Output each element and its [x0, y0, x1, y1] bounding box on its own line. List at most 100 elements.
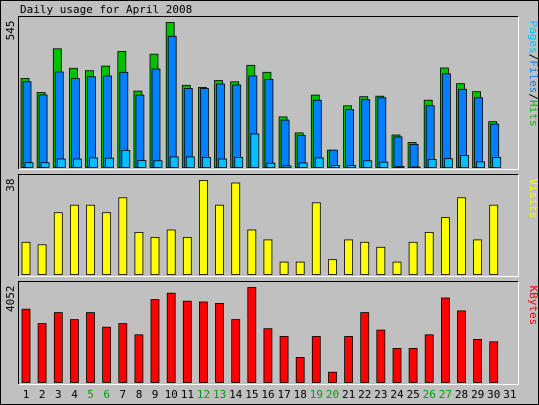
kbytes-panel-bar-kbytes-12	[198, 301, 208, 383]
day-label-15: 15	[245, 388, 258, 401]
hits-panel-bar-files-5	[87, 76, 96, 168]
hits-panel-shadow	[18, 16, 519, 170]
hits-panel-bar-pages-29	[476, 161, 486, 168]
hits-panel-legend-item-2: Files	[527, 60, 539, 93]
hits-panel-bar-pages-15	[250, 133, 260, 168]
visits-panel-bar-visits-30	[489, 204, 499, 275]
visits-panel-bar-visits-5	[86, 204, 95, 275]
day-label-10: 10	[165, 388, 178, 401]
hits-panel-legend-item-4: Hits	[527, 100, 539, 127]
hits-panel-bar-files-24	[393, 136, 403, 168]
hits-panel-bar-files-16	[264, 79, 274, 168]
hits-panel-max-label: 545	[4, 21, 17, 41]
day-label-16: 16	[261, 388, 274, 401]
hits-panel-legend-item-0: Pages	[527, 21, 539, 54]
kbytes-panel-bar-kbytes-16	[263, 328, 273, 383]
kbytes-panel-legend: KBytes	[527, 286, 539, 326]
day-label-17: 17	[277, 388, 290, 401]
visits-panel-bar-visits-18	[295, 261, 305, 275]
hits-panel-bar-files-8	[135, 94, 145, 168]
hits-panel-bar-pages-11	[185, 156, 195, 168]
day-label-14: 14	[229, 388, 243, 401]
day-label-21: 21	[342, 388, 355, 401]
hits-panel-bar-files-13	[216, 83, 225, 168]
hits-panel-bar-pages-1	[24, 162, 34, 168]
hits-panel-bar-files-12	[199, 88, 209, 168]
kbytes-panel-bar-kbytes-20	[328, 371, 337, 383]
day-label-4: 4	[71, 388, 78, 401]
hits-panel-bar-pages-17	[282, 165, 292, 168]
hits-panel-bar-pages-25	[411, 166, 421, 168]
hits-panel-bar-files-2	[38, 94, 48, 168]
kbytes-panel-bar-kbytes-11	[182, 300, 192, 383]
visits-panel-bar-visits-27	[440, 217, 450, 275]
hits-panel-legend-item-1: /	[527, 54, 539, 61]
visits-panel-bar-visits-16	[263, 239, 273, 275]
hits-panel-bar-pages-5	[89, 157, 98, 168]
hits-panel-bar-files-17	[280, 119, 290, 168]
hits-panel-bar-pages-12	[201, 156, 211, 168]
day-label-18: 18	[294, 388, 307, 401]
hits-panel-bar-files-10	[167, 35, 177, 168]
visits-panel-bar-visits-15	[247, 229, 257, 275]
hits-panel-bar-pages-27	[443, 158, 453, 168]
visits-panel-bar-visits-6	[102, 212, 111, 275]
hits-panel-bar-files-14	[232, 84, 242, 168]
visits-panel-bar-visits-14	[231, 182, 241, 275]
day-label-25: 25	[407, 388, 420, 401]
hits-panel-bar-pages-8	[137, 160, 147, 168]
hits-panel-bar-files-3	[54, 71, 64, 168]
kbytes-panel-bar-kbytes-9	[150, 299, 160, 383]
day-label-31: 31	[503, 388, 516, 401]
hits-panel-bar-pages-10	[169, 156, 179, 168]
hits-panel-bar-files-4	[71, 78, 80, 168]
kbytes-panel-bar-kbytes-27	[440, 297, 450, 383]
day-label-30: 30	[487, 388, 500, 401]
hits-panel-bar-pages-23	[379, 161, 389, 168]
hits-panel-bar-files-21	[345, 109, 355, 168]
hits-panel-bar-pages-22	[363, 160, 373, 168]
hits-panel-bar-pages-2	[40, 162, 50, 168]
kbytes-panel-bar-kbytes-3	[53, 312, 63, 383]
visits-panel-bar-visits-12	[198, 180, 208, 275]
hits-panel-bar-pages-16	[266, 162, 276, 168]
kbytes-panel-bar-kbytes-13	[215, 302, 224, 383]
visits-panel-bar-visits-1	[21, 241, 31, 275]
kbytes-panel-highlight	[18, 281, 519, 385]
hits-panel-bar-files-19	[312, 99, 322, 168]
visits-panel-bar-visits-25	[408, 241, 418, 275]
hits-panel-bar-files-20	[329, 149, 338, 168]
day-label-28: 28	[455, 388, 468, 401]
day-label-19: 19	[310, 388, 323, 401]
hits-panel-bar-pages-20	[331, 164, 340, 168]
day-label-8: 8	[136, 388, 143, 401]
visits-panel-bar-visits-26	[424, 231, 434, 275]
day-label-20: 20	[326, 388, 339, 401]
kbytes-panel-bar-kbytes-25	[408, 347, 418, 383]
hits-panel-bar-pages-24	[395, 165, 405, 168]
hits-panel-bar-files-27	[441, 73, 451, 168]
kbytes-panel-bar-kbytes-7	[118, 323, 128, 383]
hits-panel-bar-pages-26	[427, 159, 437, 168]
visits-panel-bar-visits-23	[376, 246, 386, 275]
hits-panel-bar-files-26	[425, 105, 435, 168]
visits-panel-bar-visits-29	[473, 239, 483, 275]
kbytes-panel-bar-kbytes-21	[344, 335, 354, 383]
visits-panel-bar-visits-22	[360, 241, 370, 275]
visits-panel-bar-visits-4	[70, 204, 79, 275]
visits-panel-shadow	[18, 174, 519, 277]
day-label-6: 6	[103, 388, 110, 401]
visits-panel-bar-visits-2	[37, 244, 47, 275]
day-label-13: 13	[213, 388, 226, 401]
visits-panel-bar-visits-3	[53, 212, 63, 275]
hits-panel-bar-files-6	[103, 75, 112, 168]
kbytes-panel-bar-kbytes-8	[134, 334, 144, 383]
visits-panel-bar-visits-17	[279, 261, 289, 275]
visits-panel-legend-item-0: Visits	[527, 179, 539, 219]
visits-panel-legend: Visits	[527, 179, 539, 219]
day-label-2: 2	[39, 388, 46, 401]
day-label-1: 1	[23, 388, 30, 401]
hits-panel-bar-files-29	[474, 97, 484, 168]
visits-panel-bar-visits-20	[328, 259, 337, 275]
kbytes-panel-bar-kbytes-5	[86, 312, 95, 383]
